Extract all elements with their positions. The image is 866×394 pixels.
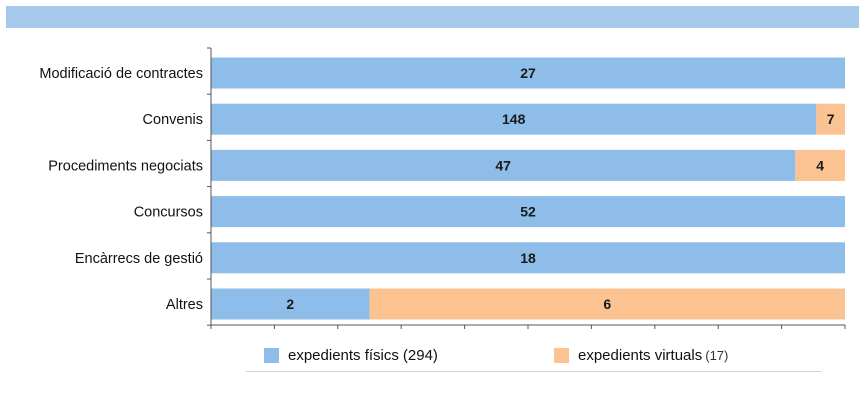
bar-segment: [816, 103, 845, 135]
data-label: 4: [816, 157, 824, 173]
header-band: [6, 6, 859, 28]
legend-count-fisics: (294): [402, 347, 438, 364]
data-label: 7: [827, 111, 835, 127]
x-tick-label: 50%: [515, 337, 541, 340]
legend-label-virtuals: expedients virtuals: [578, 347, 703, 364]
legend-label-fisics: expedients físics: [288, 347, 399, 364]
data-label: 47: [495, 157, 511, 173]
bar-segment: [211, 196, 845, 228]
category-label: Concursos: [134, 205, 203, 221]
bar-segment: [211, 288, 370, 320]
category-label: Altres: [166, 297, 203, 313]
bar-segment: [211, 242, 845, 274]
bar-segment: [211, 103, 817, 135]
category-label: Encàrrecs de gestió: [75, 251, 203, 267]
legend-swatch-virtuals: [554, 348, 569, 363]
data-label: 18: [520, 250, 536, 266]
x-tick-label: 10%: [261, 337, 287, 340]
bar-segment: [211, 57, 845, 89]
x-tick-label: 0%: [202, 337, 221, 340]
category-label: Procediments negociats: [48, 158, 203, 174]
x-tick-label: 80%: [705, 337, 731, 340]
stacked-bar-chart: Modificació de contractes 27 Convenis 148 7 P…: [39, 47, 862, 340]
x-tick-label: 40%: [452, 337, 478, 340]
data-label: 148: [502, 111, 526, 127]
category-label: Convenis: [143, 112, 203, 128]
bar-segment: [369, 288, 845, 320]
data-label: 27: [520, 65, 536, 81]
data-label: 6: [603, 296, 611, 312]
legend-swatch-fisics: [264, 348, 279, 363]
x-tick-label: 70%: [642, 337, 668, 340]
x-tick-label: 60%: [578, 337, 604, 340]
x-tick-label: 90%: [769, 337, 795, 340]
legend-item-virtuals: expedients virtuals (17): [554, 347, 728, 364]
legend-item-fisics: expedients físics (294): [264, 347, 438, 364]
x-tick-label: 100%: [828, 337, 862, 340]
chart-legend: expedients físics (294) expedients virtu…: [246, 341, 822, 372]
bar-segment: [211, 149, 796, 181]
x-tick-label: 30%: [388, 337, 414, 340]
bar-segment: [795, 149, 845, 181]
category-label: Modificació de contractes: [39, 66, 203, 82]
legend-count-virtuals: (17): [705, 348, 729, 363]
data-label: 52: [520, 204, 536, 220]
data-label: 2: [286, 296, 294, 312]
x-tick-label: 20%: [325, 337, 351, 340]
